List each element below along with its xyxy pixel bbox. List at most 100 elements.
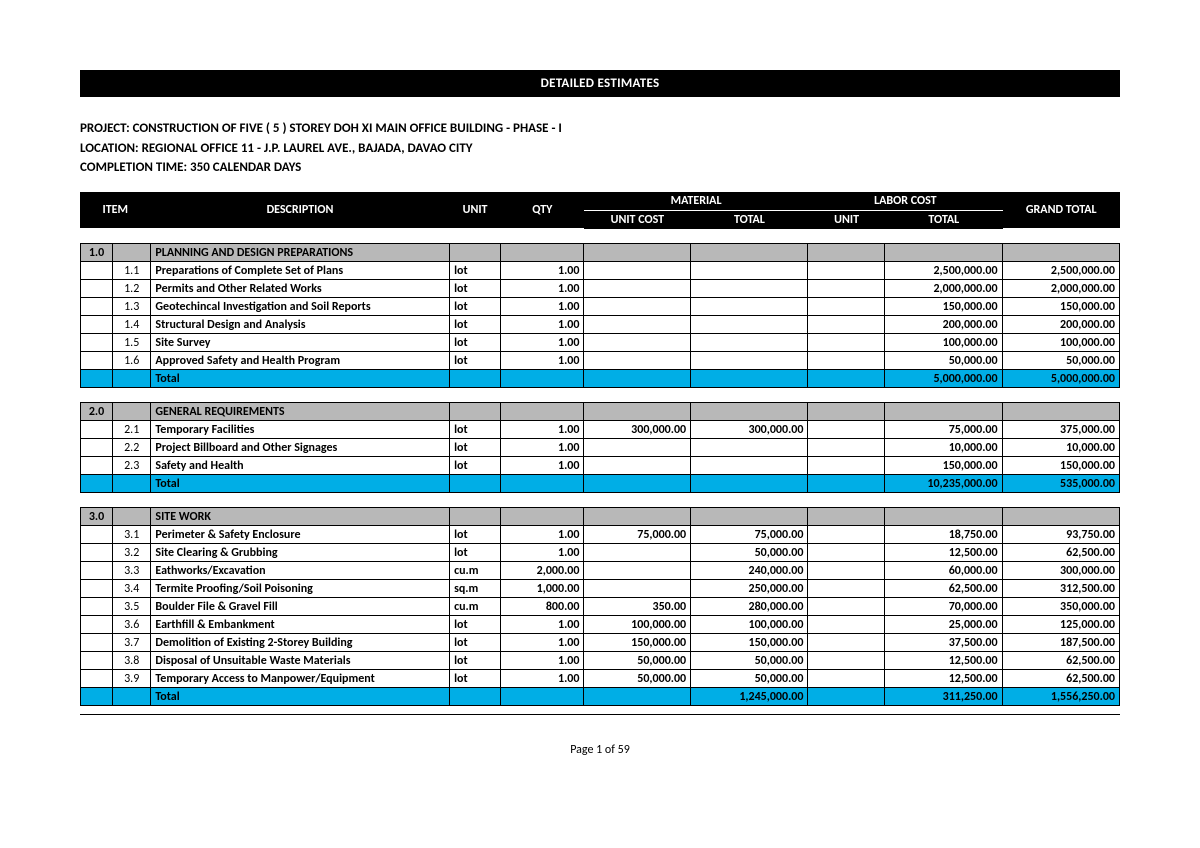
total-grand: 535,000.00 [1002,475,1119,493]
row-number: 3.4 [113,580,151,598]
row-material-unit-cost: 350.00 [584,598,691,616]
row-labor-unit [808,652,885,670]
section-header-row: 1.0PLANNING AND DESIGN PREPARATIONS [81,244,1120,262]
row-material-total: 280,000.00 [691,598,808,616]
hdr-labor-total: TOTAL [885,210,1002,229]
row-labor-total: 25,000.00 [885,616,1002,634]
row-qty: 1.00 [501,298,584,316]
row-material-total: 50,000.00 [691,652,808,670]
document-title: DETAILED ESTIMATES [80,70,1120,97]
row-number: 1.2 [113,280,151,298]
table-row: 3.9Temporary Access to Manpower/Equipmen… [81,670,1120,688]
row-labor-total: 60,000.00 [885,562,1002,580]
row-material-total [691,334,808,352]
row-grand-total: 150,000.00 [1002,457,1119,475]
cell-blank [691,244,808,262]
row-grand-total: 50,000.00 [1002,352,1119,370]
cell-blank [584,370,691,388]
row-material-unit-cost: 50,000.00 [584,670,691,688]
cell-blank [113,475,151,493]
row-grand-total: 62,500.00 [1002,652,1119,670]
section-title: GENERAL REQUIREMENTS [151,403,450,421]
total-grand: 1,556,250.00 [1002,688,1119,706]
row-material-total: 50,000.00 [691,544,808,562]
table-row: 3.3Eathworks/Excavationcu.m2,000.00240,0… [81,562,1120,580]
cell-blank [81,316,113,334]
total-material: 1,245,000.00 [691,688,808,706]
row-labor-total: 150,000.00 [885,298,1002,316]
cell-blank [808,508,885,526]
project-info-block: PROJECT: CONSTRUCTION OF FIVE ( 5 ) STOR… [80,97,1120,192]
section-table: 1.0PLANNING AND DESIGN PREPARATIONS1.1Pr… [80,243,1120,388]
total-labor: 311,250.00 [885,688,1002,706]
row-material-unit-cost: 150,000.00 [584,634,691,652]
cell-blank [450,370,501,388]
table-row: 2.3Safety and Healthlot1.00150,000.00150… [81,457,1120,475]
row-number: 2.3 [113,457,151,475]
row-unit: lot [450,439,501,457]
cell-blank [81,334,113,352]
project-line: PROJECT: CONSTRUCTION OF FIVE ( 5 ) STOR… [80,119,1120,139]
table-row: 1.2Permits and Other Related Workslot1.0… [81,280,1120,298]
row-grand-total: 2,500,000.00 [1002,262,1119,280]
row-material-total: 75,000.00 [691,526,808,544]
table-row: 1.1Preparations of Complete Set of Plans… [81,262,1120,280]
hdr-qty: QTY [501,192,584,229]
cell-blank [81,370,113,388]
row-labor-unit [808,439,885,457]
cell-blank [81,298,113,316]
row-description: Safety and Health [151,457,450,475]
row-unit: lot [450,457,501,475]
row-qty: 1.00 [501,526,584,544]
total-grand: 5,000,000.00 [1002,370,1119,388]
cell-blank [885,244,1002,262]
row-unit: lot [450,280,501,298]
table-row: 3.5Boulder File & Gravel Fillcu.m800.003… [81,598,1120,616]
cell-blank [808,475,885,493]
cell-blank [81,280,113,298]
hdr-labor-unit: UNIT [808,210,885,229]
table-row: 3.7Demolition of Existing 2-Storey Build… [81,634,1120,652]
row-grand-total: 125,000.00 [1002,616,1119,634]
row-labor-unit [808,616,885,634]
cell-blank [81,580,113,598]
hdr-item: ITEM [80,192,150,229]
total-material [691,370,808,388]
row-labor-unit [808,298,885,316]
cell-blank [81,457,113,475]
row-number: 3.6 [113,616,151,634]
cell-blank [113,403,151,421]
row-material-total [691,457,808,475]
row-material-unit-cost [584,580,691,598]
row-labor-total: 12,500.00 [885,652,1002,670]
location-line: LOCATION: REGIONAL OFFICE 11 - J.P. LAUR… [80,139,1120,159]
cell-blank [808,403,885,421]
cell-blank [450,403,501,421]
sections-container: 1.0PLANNING AND DESIGN PREPARATIONS1.1Pr… [80,229,1120,706]
row-material-total: 240,000.00 [691,562,808,580]
row-unit: sq.m [450,580,501,598]
cell-blank [808,688,885,706]
row-unit: lot [450,316,501,334]
section-total-row: Total5,000,000.005,000,000.00 [81,370,1120,388]
row-qty: 1.00 [501,421,584,439]
cell-blank [81,475,113,493]
hdr-material-unit-cost: UNIT COST [584,210,691,229]
cell-blank [81,616,113,634]
row-material-unit-cost [584,334,691,352]
total-material [691,475,808,493]
table-row: 3.4Termite Proofing/Soil Poisoningsq.m1,… [81,580,1120,598]
row-material-total [691,262,808,280]
cell-blank [81,421,113,439]
row-description: Preparations of Complete Set of Plans [151,262,450,280]
table-row: 2.1Temporary Facilitieslot1.00300,000.00… [81,421,1120,439]
row-material-unit-cost: 75,000.00 [584,526,691,544]
row-unit: lot [450,652,501,670]
row-number: 3.8 [113,652,151,670]
row-grand-total: 62,500.00 [1002,544,1119,562]
row-material-total: 50,000.00 [691,670,808,688]
row-grand-total: 100,000.00 [1002,334,1119,352]
row-number: 3.2 [113,544,151,562]
row-unit: lot [450,670,501,688]
row-grand-total: 200,000.00 [1002,316,1119,334]
